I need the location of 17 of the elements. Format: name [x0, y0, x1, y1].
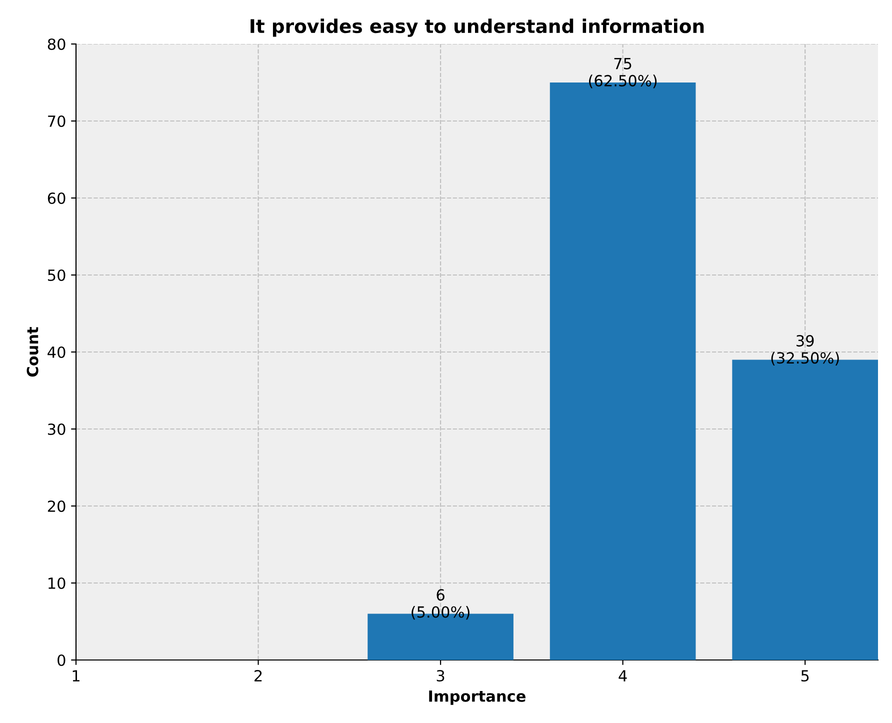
y-tick-label: 40 [48, 346, 66, 358]
y-axis-title: Count [26, 326, 38, 377]
y-tick-label: 30 [48, 423, 66, 436]
y-tick-label: 70 [48, 115, 66, 128]
x-tick-label: 1 [72, 670, 80, 682]
x-tick-label: 3 [436, 670, 444, 682]
y-tick-label: 20 [48, 500, 66, 512]
y-tick-label: 80 [48, 38, 66, 50]
y-tick-label: 60 [48, 192, 66, 204]
y-tick-label: 50 [48, 269, 66, 282]
x-tick-label: 5 [801, 670, 809, 682]
y-tick-label: 10 [48, 577, 66, 590]
chart-title: It provides easy to understand information [250, 18, 704, 37]
x-tick-label: 4 [618, 670, 627, 682]
x-tick-label: 2 [254, 670, 262, 682]
x-axis-title: Importance [429, 690, 526, 705]
y-tick-label: 0 [58, 654, 66, 666]
